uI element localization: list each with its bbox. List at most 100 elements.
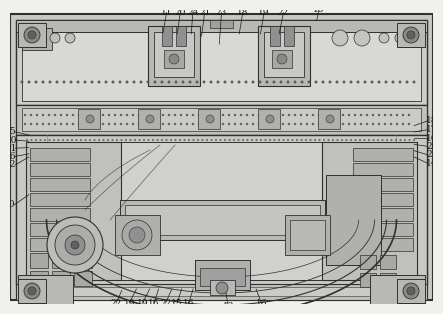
Circle shape xyxy=(406,81,408,83)
Circle shape xyxy=(77,81,79,83)
Circle shape xyxy=(152,139,154,141)
Circle shape xyxy=(330,123,332,125)
Bar xyxy=(52,253,70,268)
Circle shape xyxy=(175,139,176,141)
Text: 16: 16 xyxy=(426,134,438,143)
Circle shape xyxy=(140,81,142,83)
Bar xyxy=(284,26,294,46)
Circle shape xyxy=(31,139,32,141)
Text: 16: 16 xyxy=(183,299,194,307)
Circle shape xyxy=(203,81,205,83)
Bar xyxy=(30,193,90,206)
Bar xyxy=(16,20,427,294)
Circle shape xyxy=(180,114,182,116)
Circle shape xyxy=(24,123,26,125)
Circle shape xyxy=(312,123,314,125)
Circle shape xyxy=(402,114,404,116)
Circle shape xyxy=(238,139,239,141)
Circle shape xyxy=(306,123,308,125)
Bar xyxy=(30,253,48,268)
Circle shape xyxy=(54,114,56,116)
Bar xyxy=(353,208,413,221)
Circle shape xyxy=(378,114,380,116)
Circle shape xyxy=(134,139,136,141)
Circle shape xyxy=(350,139,352,141)
Circle shape xyxy=(392,81,394,83)
Text: 10: 10 xyxy=(4,200,16,209)
Circle shape xyxy=(294,81,296,83)
Bar xyxy=(200,268,245,286)
Circle shape xyxy=(354,123,356,125)
Bar xyxy=(18,275,73,310)
Circle shape xyxy=(277,54,287,64)
Circle shape xyxy=(85,139,86,141)
Circle shape xyxy=(138,114,140,116)
Circle shape xyxy=(132,114,134,116)
Bar xyxy=(154,32,194,77)
Circle shape xyxy=(72,123,74,125)
Circle shape xyxy=(407,31,415,39)
Circle shape xyxy=(49,81,51,83)
Text: 23: 23 xyxy=(216,8,227,17)
Circle shape xyxy=(186,114,188,116)
Circle shape xyxy=(166,139,167,141)
Circle shape xyxy=(343,81,345,83)
Text: 16: 16 xyxy=(256,299,267,307)
Circle shape xyxy=(312,114,314,116)
Circle shape xyxy=(192,114,194,116)
Circle shape xyxy=(322,81,324,83)
Circle shape xyxy=(62,139,64,141)
Bar xyxy=(353,238,413,251)
Bar xyxy=(30,178,90,191)
Bar xyxy=(30,271,48,286)
Circle shape xyxy=(202,139,203,141)
Circle shape xyxy=(245,81,247,83)
Circle shape xyxy=(217,81,219,83)
Circle shape xyxy=(89,139,91,141)
Circle shape xyxy=(258,123,260,125)
Circle shape xyxy=(120,114,122,116)
Circle shape xyxy=(266,115,274,123)
Circle shape xyxy=(336,123,338,125)
Circle shape xyxy=(378,123,380,125)
Circle shape xyxy=(384,114,386,116)
Circle shape xyxy=(186,123,188,125)
Circle shape xyxy=(220,139,222,141)
Circle shape xyxy=(144,123,146,125)
Circle shape xyxy=(211,139,212,141)
Circle shape xyxy=(198,123,200,125)
Circle shape xyxy=(258,114,260,116)
Circle shape xyxy=(108,123,110,125)
Circle shape xyxy=(112,139,113,141)
Circle shape xyxy=(301,139,302,141)
Circle shape xyxy=(251,139,253,141)
Circle shape xyxy=(60,123,62,125)
Bar xyxy=(16,284,427,300)
Circle shape xyxy=(130,139,131,141)
Text: 16: 16 xyxy=(148,299,160,307)
Circle shape xyxy=(120,123,122,125)
Circle shape xyxy=(63,81,65,83)
Circle shape xyxy=(28,287,36,295)
Circle shape xyxy=(395,33,405,43)
Circle shape xyxy=(390,123,392,125)
Circle shape xyxy=(138,123,140,125)
Circle shape xyxy=(161,81,163,83)
Circle shape xyxy=(326,115,334,123)
Circle shape xyxy=(126,123,128,125)
Circle shape xyxy=(291,139,293,141)
Circle shape xyxy=(188,139,190,141)
Circle shape xyxy=(24,114,26,116)
Circle shape xyxy=(413,81,415,83)
Circle shape xyxy=(287,139,289,141)
Bar xyxy=(353,148,413,161)
Circle shape xyxy=(306,114,308,116)
Text: 19: 19 xyxy=(124,299,135,307)
Circle shape xyxy=(408,114,410,116)
Bar xyxy=(285,215,330,255)
Text: 22: 22 xyxy=(160,299,171,307)
Circle shape xyxy=(148,139,149,141)
Circle shape xyxy=(252,81,254,83)
Circle shape xyxy=(71,241,79,249)
Circle shape xyxy=(48,123,50,125)
